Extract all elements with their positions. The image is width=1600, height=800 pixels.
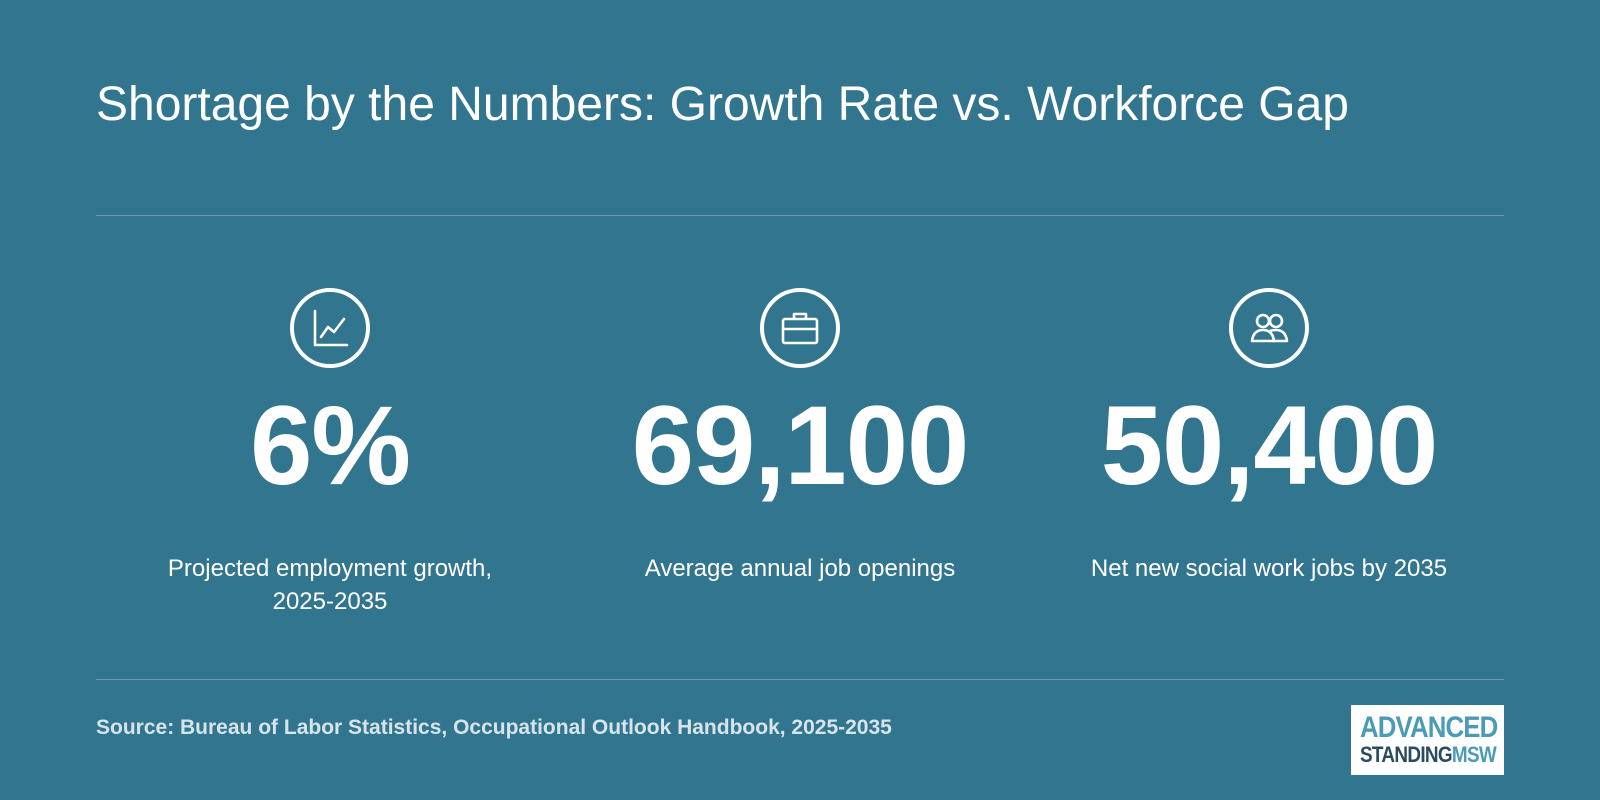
logo-line-2: STANDINGMSW — [1360, 742, 1497, 767]
brand-logo: ADVANCED STANDINGMSW — [1351, 705, 1504, 775]
people-icon — [1229, 288, 1309, 368]
page-title: Shortage by the Numbers: Growth Rate vs.… — [96, 78, 1349, 131]
line-chart-icon — [290, 288, 370, 368]
stat-label: Net new social work jobs by 2035 — [1090, 555, 1448, 582]
top-divider — [96, 215, 1504, 216]
briefcase-icon — [760, 288, 840, 368]
source-citation: Source: Bureau of Labor Statistics, Occu… — [96, 716, 892, 739]
stat-label: Average annual job openings — [644, 555, 956, 582]
stat-value: 69,100 — [631, 383, 970, 508]
stat-value: 6% — [250, 383, 411, 508]
stat-label: Projected employment growth, 2025-2035 — [167, 555, 493, 615]
logo-word-standing: STANDING — [1360, 742, 1453, 767]
stat-card-new-jobs: 50,400 Net new social work jobs by 2035 — [1049, 288, 1489, 585]
stat-card-openings: 69,100 Average annual job openings — [580, 288, 1020, 585]
logo-word-msw: MSW — [1451, 742, 1497, 767]
logo-line-1: ADVANCED — [1360, 711, 1498, 744]
stat-value: 50,400 — [1100, 383, 1439, 508]
bottom-divider — [96, 679, 1504, 680]
stat-card-growth: 6% Projected employment growth, 2025-203… — [110, 288, 550, 618]
